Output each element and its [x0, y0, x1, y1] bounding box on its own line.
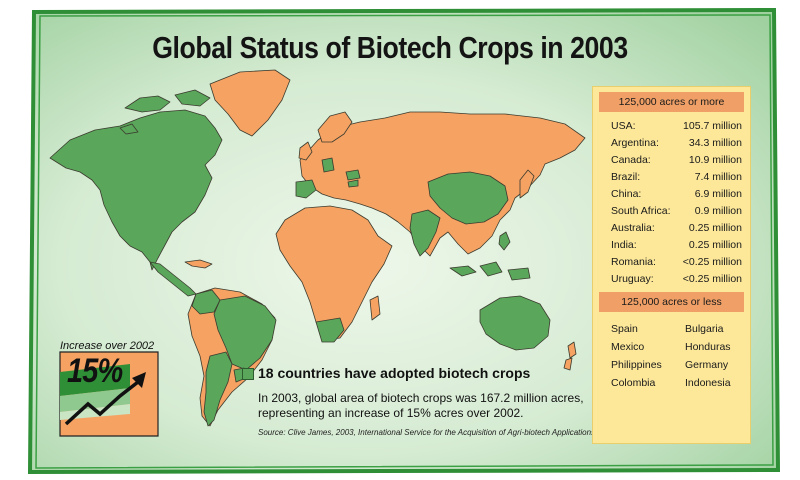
list-item: Bulgaria — [685, 323, 724, 335]
country-acreage: 0.25 million — [688, 222, 742, 234]
country-acreage: 34.3 million — [688, 137, 742, 149]
table-row: India: 0.25 million — [593, 239, 750, 256]
acreage-panel: 125,000 acres or more USA: 105.7 million … — [592, 86, 751, 444]
increase-graphic — [59, 351, 159, 437]
summary-text: In 2003, global area of biotech crops wa… — [258, 391, 588, 421]
country-name: Brazil: — [611, 171, 641, 183]
north-america-land — [49, 109, 223, 271]
country-name: China: — [611, 188, 642, 200]
country-name: India: — [611, 239, 637, 251]
list-item: Philippines — [611, 359, 662, 371]
list-item: Mexico — [611, 341, 645, 353]
summary-line-2: representing an increase of 15% acres ov… — [258, 406, 524, 420]
table-row: Brazil: 7.4 million — [593, 171, 750, 188]
country-acreage: 6.9 million — [694, 188, 742, 200]
china-land — [427, 171, 509, 225]
increase-trend-line — [64, 380, 140, 426]
list-item: Spain — [611, 323, 638, 335]
greenland-land — [209, 69, 291, 137]
spain-land — [295, 179, 317, 199]
germany-land — [321, 157, 335, 173]
table-row: China: 6.9 million — [593, 188, 750, 205]
increase-value: 15% — [67, 352, 123, 390]
increase-arrow-head — [132, 372, 146, 388]
panel-header-less: 125,000 acres or less — [599, 292, 744, 312]
legend-swatch — [242, 368, 254, 380]
country-acreage: <0.25 million — [682, 273, 742, 285]
frame-stroke — [35, 14, 774, 469]
country-acreage: 7.4 million — [694, 171, 742, 183]
list-item: Honduras — [685, 341, 731, 353]
list-item: Colombia — [611, 377, 656, 389]
legend-label: 18 countries have adopted biotech crops — [258, 365, 531, 381]
country-acreage: 10.9 million — [688, 154, 742, 166]
new-zealand-land — [563, 341, 577, 371]
indonesia-land — [449, 261, 531, 281]
british-isles-land — [298, 141, 313, 161]
canada-arctic-islands — [119, 89, 211, 135]
philippines-land — [498, 231, 511, 251]
list-item: Germany — [685, 359, 729, 371]
table-row: USA: 105.7 million — [593, 120, 750, 137]
australia-land — [479, 295, 551, 351]
india-land — [409, 209, 441, 257]
table-row: Canada: 10.9 million — [593, 154, 750, 171]
country-name: Uruguay: — [611, 273, 654, 285]
colombia-land — [191, 289, 221, 315]
scandinavia-land — [317, 111, 353, 143]
page-title: Global Status of Biotech Crops in 2003 — [152, 30, 628, 65]
table-row: Uruguay: <0.25 million — [593, 273, 750, 290]
country-acreage: 0.9 million — [694, 205, 742, 217]
country-acreage: 105.7 million — [683, 120, 742, 132]
country-name: Argentina: — [611, 137, 659, 149]
country-name: Canada: — [611, 154, 651, 166]
country-name: Australia: — [611, 222, 655, 234]
romania-land — [345, 169, 361, 181]
madagascar-land — [369, 295, 381, 321]
panel-header-more: 125,000 acres or more — [599, 92, 744, 112]
summary-line-1: In 2003, global area of biotech crops wa… — [258, 391, 584, 405]
country-name: USA: — [611, 120, 636, 132]
africa-land — [275, 205, 393, 341]
table-row: Australia: 0.25 million — [593, 222, 750, 239]
table-row: Argentina: 34.3 million — [593, 137, 750, 154]
brazil-land — [213, 295, 277, 371]
country-name: Romania: — [611, 256, 656, 268]
bulgaria-land — [347, 179, 359, 188]
country-acreage: <0.25 million — [682, 256, 742, 268]
country-acreage: 0.25 million — [688, 239, 742, 251]
caribbean-islands — [184, 259, 213, 269]
table-row: South Africa: 0.9 million — [593, 205, 750, 222]
table-row: Romania: <0.25 million — [593, 256, 750, 273]
increase-band-dark — [60, 364, 130, 396]
country-name: South Africa: — [611, 205, 671, 217]
increase-label: Increase over 2002 — [60, 340, 155, 352]
japan-land — [519, 169, 535, 199]
source-note: Source: Clive James, 2003, International… — [258, 428, 596, 437]
argentina-land — [203, 351, 233, 427]
list-item: Indonesia — [685, 377, 731, 389]
south-africa-land — [315, 317, 345, 343]
